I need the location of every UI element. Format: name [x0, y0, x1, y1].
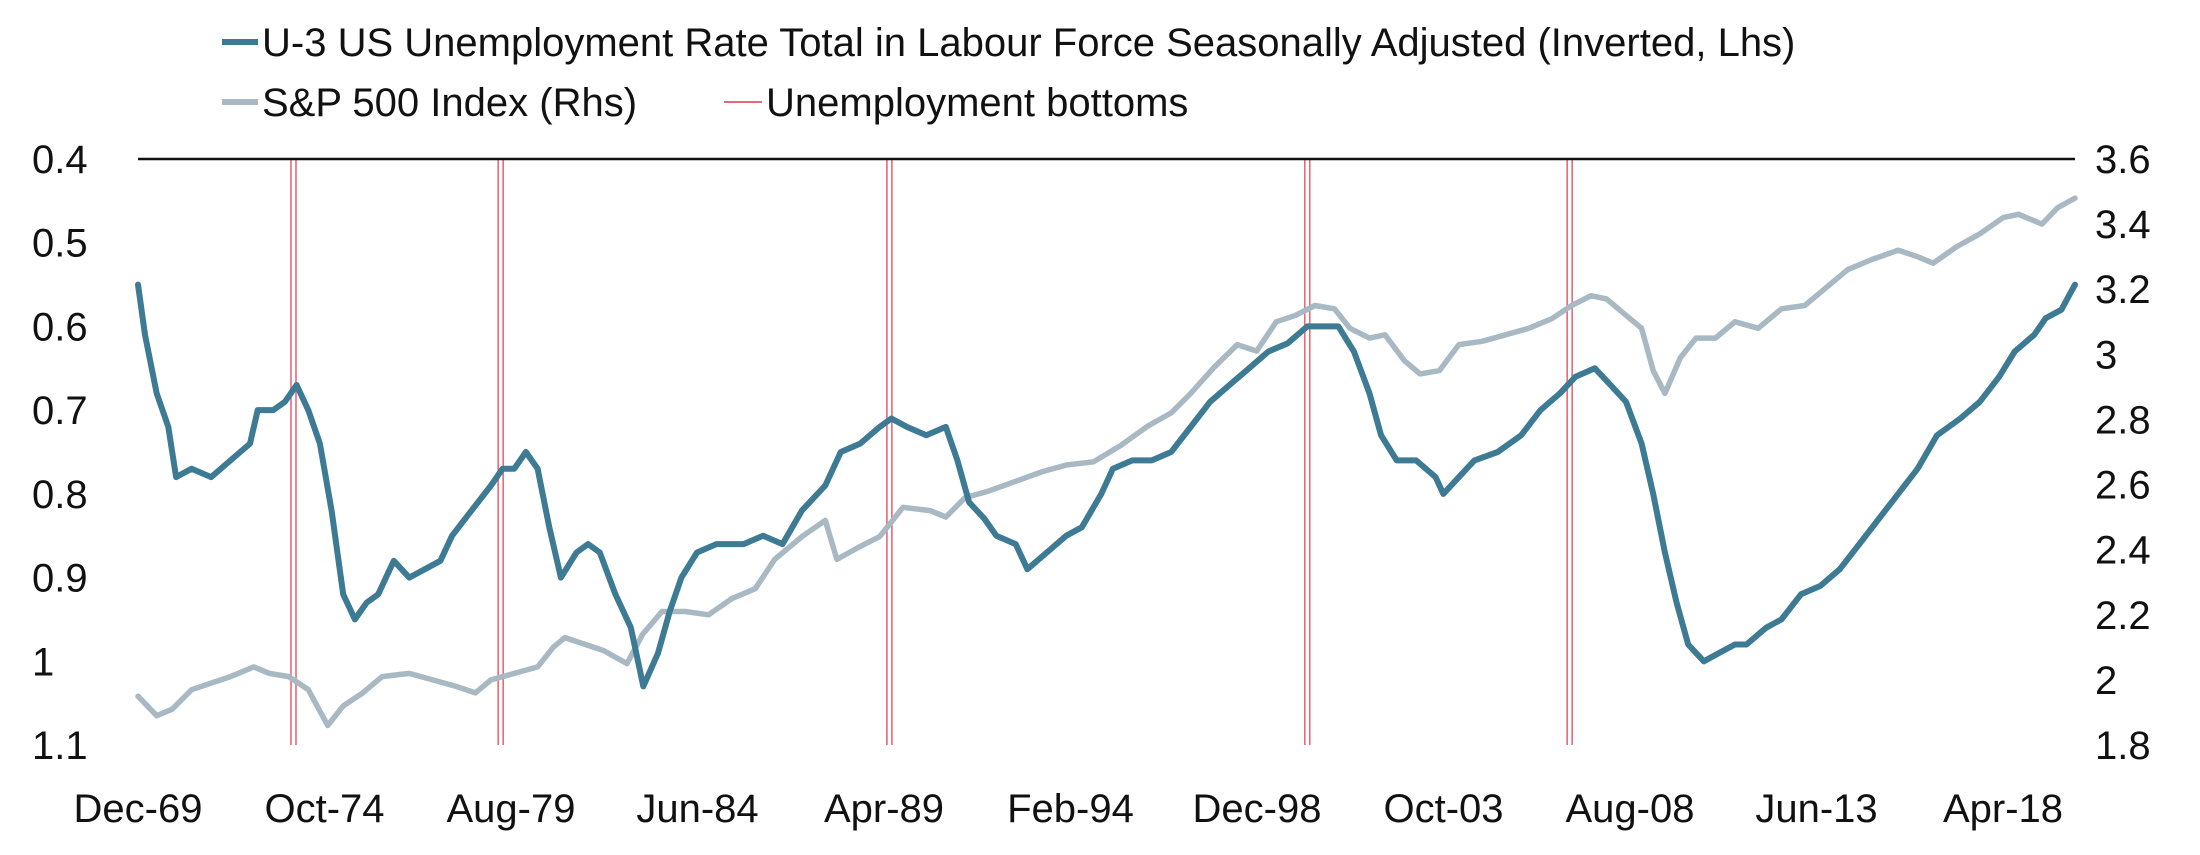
x-tick-label: Oct-74: [264, 787, 384, 831]
sp500-index-line: [135, 195, 2078, 729]
right-tick-label: 3: [2095, 333, 2117, 377]
x-tick-label: Aug-79: [447, 787, 576, 831]
legend-label-2: Unemployment bottoms: [766, 81, 1188, 125]
right-tick-label: 3.2: [2095, 268, 2151, 312]
left-axis-tick-labels: 0.4 0.5 0.6 0.7 0.8 0.9 1 1.1: [32, 138, 88, 768]
right-tick-label: 1.8: [2095, 724, 2151, 768]
x-tick-label: Jun-84: [636, 787, 758, 831]
left-tick-label: 0.8: [32, 473, 88, 517]
right-tick-label: 2.2: [2095, 594, 2151, 638]
left-tick-label: 0.9: [32, 557, 88, 601]
left-tick-label: 0.7: [32, 389, 88, 433]
right-tick-label: 2.6: [2095, 464, 2151, 508]
left-tick-label: 1.1: [32, 724, 88, 768]
x-tick-label: Aug-08: [1566, 787, 1695, 831]
x-tick-label: Jun-13: [1755, 787, 1877, 831]
left-tick-label: 0.5: [32, 222, 88, 266]
unemployment-rate-line: [135, 281, 2078, 690]
x-tick-label: Apr-89: [824, 787, 944, 831]
right-tick-label: 2.4: [2095, 529, 2151, 573]
x-tick-label: Feb-94: [1007, 787, 1134, 831]
x-tick-label: Dec-69: [74, 787, 203, 831]
right-tick-label: 2.8: [2095, 398, 2151, 442]
unemployment-bottoms-markers: [290, 159, 1573, 745]
legend: U-3 US Unemployment Rate Total in Labour…: [222, 21, 1795, 125]
right-tick-label: 3.4: [2095, 203, 2151, 247]
series-lines: [135, 195, 2078, 729]
x-tick-label: Oct-03: [1383, 787, 1503, 831]
x-axis-tick-labels: Dec-69 Oct-74 Aug-79 Jun-84 Apr-89 Feb-94 Dec-…: [74, 787, 2064, 831]
x-tick-label: Apr-18: [1943, 787, 2063, 831]
left-tick-label: 0.4: [32, 138, 88, 182]
left-tick-label: 1: [32, 640, 54, 684]
left-tick-label: 0.6: [32, 305, 88, 349]
right-axis-tick-labels: 3.6 3.4 3.2 3 2.8 2.6 2.4 2.2 2 1.8: [2095, 138, 2151, 768]
right-tick-label: 2: [2095, 659, 2117, 703]
legend-label-1: S&P 500 Index (Rhs): [262, 81, 637, 125]
right-tick-label: 3.6: [2095, 138, 2151, 182]
legend-label-0: U-3 US Unemployment Rate Total in Labour…: [262, 21, 1795, 65]
x-tick-label: Dec-98: [1193, 787, 1322, 831]
